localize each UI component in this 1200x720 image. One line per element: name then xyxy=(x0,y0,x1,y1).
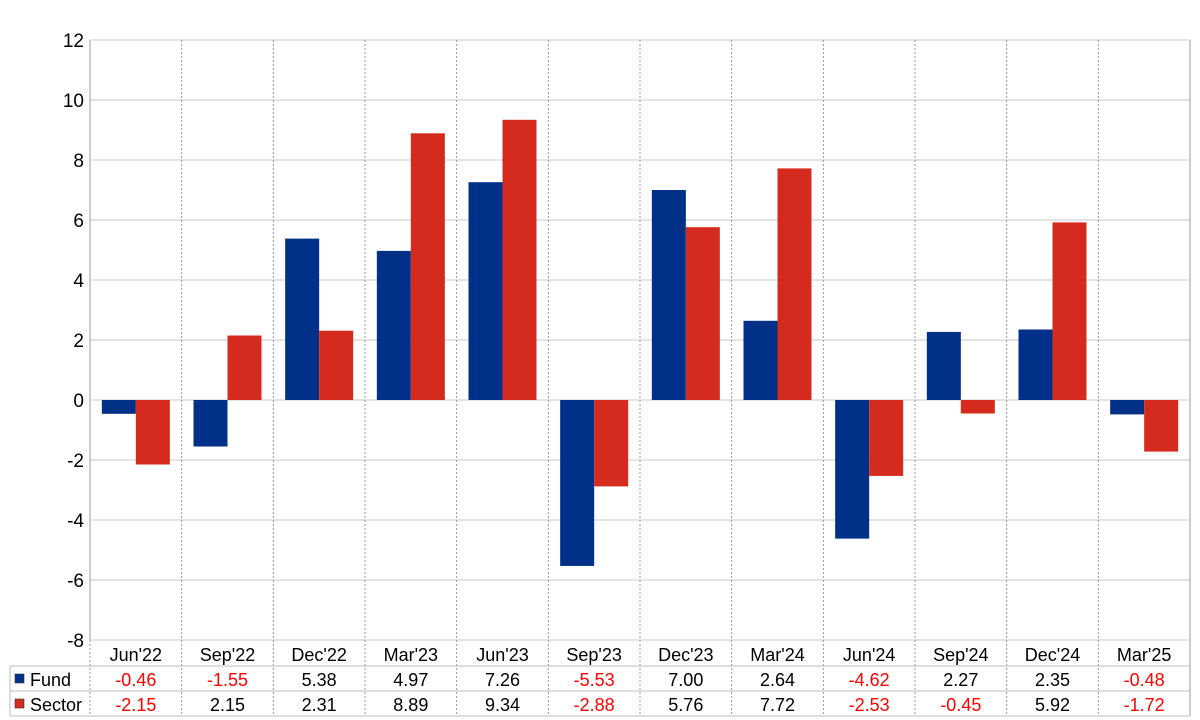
data-label-fund: 5.38 xyxy=(302,670,337,690)
x-tick-label: Jun'23 xyxy=(476,645,528,665)
data-label-fund: -1.55 xyxy=(207,670,248,690)
bars xyxy=(101,119,1179,566)
legend-swatch-fund xyxy=(14,673,25,684)
bar-fund-11 xyxy=(1110,400,1145,415)
y-tick-label: 0 xyxy=(73,391,84,412)
y-tick-label: 10 xyxy=(63,91,84,112)
data-label-sector: 7.72 xyxy=(760,695,795,715)
data-label-sector: 5.76 xyxy=(668,695,703,715)
y-tick-label: -8 xyxy=(67,631,84,652)
y-tick-label: 4 xyxy=(73,271,84,292)
bar-fund-5 xyxy=(560,400,595,566)
bar-sector-5 xyxy=(594,400,629,487)
bar-sector-1 xyxy=(227,335,262,400)
bar-fund-0 xyxy=(101,400,136,414)
legend-label-fund: Fund xyxy=(30,670,71,690)
bar-sector-8 xyxy=(869,400,904,476)
y-tick-label: 8 xyxy=(73,151,84,172)
data-label-sector: -2.88 xyxy=(574,695,615,715)
bar-sector-11 xyxy=(1144,400,1179,452)
y-tick-label: 12 xyxy=(63,31,84,52)
x-tick-label: Jun'22 xyxy=(110,645,162,665)
bar-sector-6 xyxy=(685,227,720,400)
legend-label-sector: Sector xyxy=(30,695,82,715)
x-tick-label: Mar'23 xyxy=(384,645,438,665)
data-label-fund: 7.26 xyxy=(485,670,520,690)
data-label-fund: -5.53 xyxy=(574,670,615,690)
bar-sector-3 xyxy=(410,133,445,401)
bar-fund-1 xyxy=(193,400,228,447)
data-label-fund: -0.48 xyxy=(1124,670,1165,690)
data-label-sector: -0.45 xyxy=(940,695,981,715)
bar-fund-3 xyxy=(376,250,411,400)
y-tick-label: -2 xyxy=(67,451,84,472)
bar-fund-7 xyxy=(743,320,778,400)
x-tick-label: Dec'22 xyxy=(291,645,346,665)
data-label-sector: -1.72 xyxy=(1124,695,1165,715)
bar-fund-9 xyxy=(926,331,961,400)
data-label-sector: 9.34 xyxy=(485,695,520,715)
data-label-fund: 4.97 xyxy=(393,670,428,690)
data-label-sector: 2.15 xyxy=(210,695,245,715)
bar-fund-2 xyxy=(285,238,320,400)
data-label-fund: 2.35 xyxy=(1035,670,1070,690)
data-label-sector: 5.92 xyxy=(1035,695,1070,715)
grid xyxy=(89,39,1191,716)
data-label-fund: -0.46 xyxy=(115,670,156,690)
x-tick-label: Mar'25 xyxy=(1117,645,1171,665)
bar-sector-2 xyxy=(319,330,354,400)
x-tick-label: Mar'24 xyxy=(750,645,804,665)
bar-fund-10 xyxy=(1018,329,1053,400)
y-tick-label: -6 xyxy=(67,571,84,592)
bar-fund-8 xyxy=(835,400,870,539)
data-label-sector: -2.15 xyxy=(115,695,156,715)
bar-fund-6 xyxy=(651,190,686,400)
data-label-sector: 2.31 xyxy=(302,695,337,715)
y-tick-label: 6 xyxy=(73,211,84,232)
data-label-fund: -4.62 xyxy=(849,670,890,690)
x-tick-label: Sep'24 xyxy=(933,645,989,665)
x-tick-label: Dec'23 xyxy=(658,645,713,665)
y-axis: -8 -6 -4 -2 0 2 4 6 8 10 12 xyxy=(63,31,85,652)
bar-sector-4 xyxy=(502,119,537,401)
bar-sector-9 xyxy=(960,400,995,414)
y-tick-label: -4 xyxy=(67,511,84,532)
x-tick-label: Jun'24 xyxy=(843,645,895,665)
bar-fund-4 xyxy=(468,182,503,400)
data-label-sector: 8.89 xyxy=(393,695,428,715)
data-label-fund: 2.27 xyxy=(943,670,978,690)
x-tick-label: Dec'24 xyxy=(1025,645,1080,665)
data-label-fund: 7.00 xyxy=(668,670,703,690)
data-label-fund: 2.64 xyxy=(760,670,795,690)
data-label-sector: -2.53 xyxy=(849,695,890,715)
x-tick-label: Sep'22 xyxy=(200,645,256,665)
bar-sector-0 xyxy=(135,400,170,465)
legend-swatch-sector xyxy=(14,698,25,709)
bar-sector-7 xyxy=(777,168,812,400)
x-tick-label: Sep'23 xyxy=(566,645,622,665)
y-tick-label: 2 xyxy=(73,331,84,352)
data-table: Jun'22 Sep'22 Dec'22 Mar'23 Jun'23 Sep'23 Dec'… xyxy=(9,645,1190,717)
bar-sector-10 xyxy=(1052,222,1087,400)
